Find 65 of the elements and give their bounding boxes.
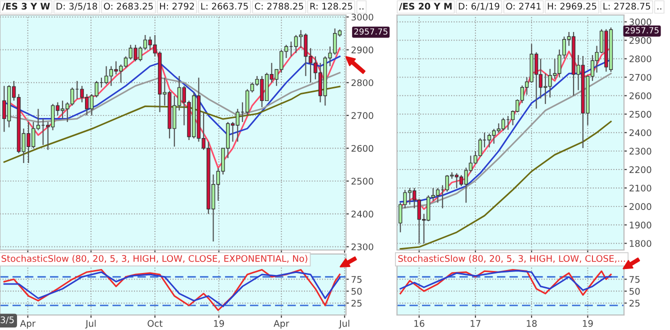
y-tick-label: 2600 [352,144,374,152]
x-tick-label: 16 [414,320,424,327]
y-tick-label: 3000 [352,14,374,21]
y-tick-label: 2700 [352,112,374,119]
line-series [3,56,341,136]
text: 3/5 [0,316,14,324]
x-tick-label: 19 [582,320,593,327]
x-tick-label: Apr [274,320,290,329]
text: L: 2728.75 [604,2,650,10]
line-series [3,86,341,163]
text: /ES 20 Y M [399,2,452,10]
chart-title: StochasticSlow (80, 20, 5, 3, HIGH, LOW, CLOSE,... [398,254,625,263]
y-tick-label: 2500 [352,178,374,185]
text: O: 2683.25 [104,2,153,10]
x-tick-label: 18 [526,320,537,327]
y-tick-label: 2400 [352,210,374,218]
y-tick-label: 2400 [630,129,652,136]
text: /ES 3 Y W [2,2,50,10]
y-tick-label: 25 [630,300,640,307]
annotation: 2957.75 [354,28,388,35]
x-tick-label: Jul [85,320,96,329]
candlestick [487,132,492,148]
text: L: 2663.75 [201,2,248,10]
annotation: 2957.75 [625,27,659,34]
line-series [8,46,341,169]
candlestick [501,117,506,132]
y-tick-label: 2800 [352,79,374,86]
y-tick-label: 25 [352,300,362,307]
y-tick-label: 50 [630,288,640,295]
text: D: 6/1/19 [458,2,500,10]
x-tick-label: Oct [148,320,163,327]
x-tick-label: 17 [470,320,480,327]
y-tick-label: 2700 [630,74,652,81]
text: C: 2788.25 [254,2,304,10]
text: R: 128.25 [310,2,352,10]
y-tick-label: 3000 [630,18,652,26]
y-tick-label: 1800 [630,240,652,247]
y-tick-label: 1900 [630,222,652,228]
y-tick-label: 2300 [352,243,374,250]
y-tick-label: 2500 [630,110,652,118]
x-tick-label: Apr [20,320,36,329]
text: H: 2792 [160,2,194,10]
y-tick-label: 2900 [352,46,374,54]
text: O: 2741 [506,2,541,10]
candlestick [436,187,440,204]
y-tick-label: 75 [630,276,640,283]
chart-title: StochasticSlow (80, 20, 5, 3, HIGH, LOW, CLOSE, EXPONENTIAL, No) [2,254,308,263]
line-series [400,268,612,296]
y-tick-label: 50 [352,288,362,295]
y-tick-label: 2200 [630,166,652,174]
x-tick-label: 19 [214,320,224,327]
text: H: 2969.25 [548,2,596,10]
y-tick-label: 2100 [630,184,652,192]
text: D: 3/5/18 [56,2,98,10]
line-series [400,120,612,250]
line-series [400,270,612,291]
y-tick-label: 2600 [630,92,652,100]
y-tick-label: 2000 [630,203,652,210]
y-tick-label: 75 [352,276,362,283]
y-tick-label: 2300 [630,148,652,155]
x-tick-label: Jul [338,320,350,329]
y-tick-label: 2900 [630,37,652,44]
y-tick-label: 2800 [630,55,652,62]
text: .. [657,8,662,10]
text: .. [360,8,364,10]
